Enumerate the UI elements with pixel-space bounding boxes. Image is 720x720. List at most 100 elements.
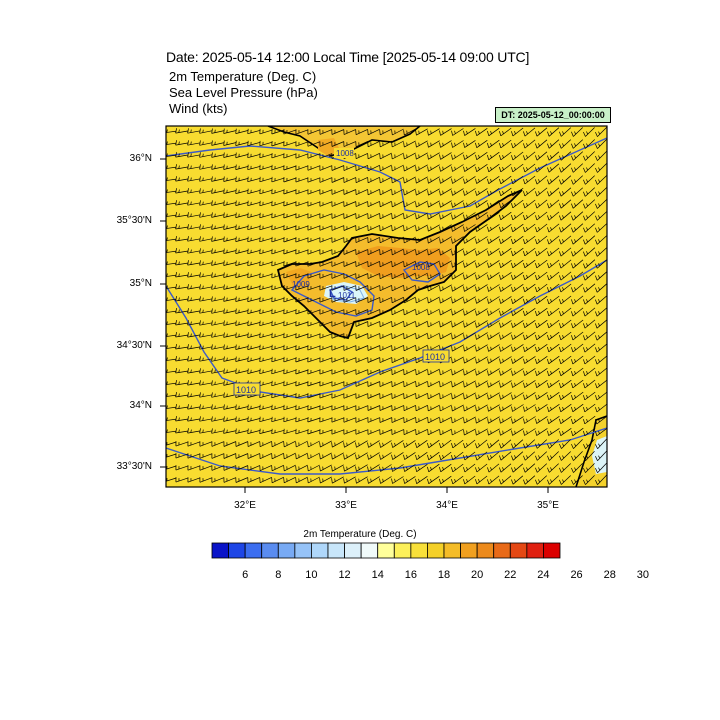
wind-barb <box>343 129 357 135</box>
wind-barb <box>595 343 607 353</box>
wind-barb <box>355 152 369 160</box>
wind-barb <box>271 260 285 267</box>
wind-barb <box>439 200 452 208</box>
wind-barb <box>247 308 261 314</box>
wind-barb <box>187 140 201 146</box>
colorbar-swatch <box>443 542 461 559</box>
wind-barb <box>583 379 596 389</box>
wind-barb <box>475 320 488 328</box>
wind-barb <box>247 128 261 135</box>
wind-barb <box>475 128 488 136</box>
wind-barb <box>595 367 607 377</box>
wind-barb <box>463 320 476 328</box>
colorbar-label: 6 <box>242 569 249 581</box>
wind-barb <box>307 464 320 472</box>
wind-barb <box>223 176 237 182</box>
wind-barb <box>451 332 464 340</box>
wind-barb <box>247 248 261 255</box>
wind-barb <box>535 463 548 473</box>
wind-barb <box>166 129 177 133</box>
wind-barb <box>463 475 476 485</box>
wind-barb <box>199 380 213 386</box>
wind-barb <box>487 368 500 376</box>
wind-barb <box>595 319 607 329</box>
wind-barb <box>199 164 213 170</box>
wind-barb <box>307 213 321 219</box>
wind-barb <box>451 368 464 376</box>
wind-barb <box>451 212 464 220</box>
wind-barb <box>271 332 285 339</box>
wind-barb <box>259 176 273 183</box>
wind-barb <box>295 249 309 255</box>
wind-barb <box>379 296 393 304</box>
wind-barb <box>367 224 381 232</box>
wind-barb <box>259 404 273 411</box>
wind-barb <box>439 260 452 268</box>
wind-barb <box>487 224 500 232</box>
wind-barb <box>175 344 189 350</box>
colorbar-label: 12 <box>338 569 351 581</box>
wind-barb <box>535 392 548 400</box>
wind-barb <box>559 475 571 485</box>
isobar-label: 1010 <box>425 352 445 362</box>
wind-barb <box>451 404 464 412</box>
wind-barb <box>199 188 213 194</box>
variable-pressure-label: Sea Level Pressure (hPa) <box>169 85 318 100</box>
wind-barb <box>511 272 524 280</box>
wind-barb <box>595 427 607 437</box>
wind-barb <box>571 259 584 269</box>
wind-barb <box>571 175 584 185</box>
wind-barb <box>343 393 357 399</box>
wind-barb <box>427 248 440 256</box>
colorbar-swatch <box>244 542 263 559</box>
lat-label: 34°30'N <box>116 340 152 351</box>
wind-barb <box>403 236 416 244</box>
wind-barb <box>319 393 333 399</box>
wind-barb <box>175 272 189 278</box>
wind-barb <box>295 464 308 472</box>
wind-barb <box>307 225 321 231</box>
wind-barb <box>535 151 548 161</box>
wind-barb <box>571 475 583 485</box>
wind-barb <box>475 416 488 424</box>
wind-barb <box>595 259 607 269</box>
wind-barb <box>475 152 488 160</box>
wind-barb <box>367 417 381 423</box>
wind-barb <box>283 129 297 135</box>
wind-barb <box>343 297 357 303</box>
wind-barb <box>271 272 285 279</box>
wind-barb <box>235 404 249 410</box>
wind-barb <box>331 417 345 423</box>
wind-barb <box>451 308 464 316</box>
wind-barb <box>499 272 512 280</box>
wind-barb <box>403 356 417 364</box>
wind-barb <box>523 163 536 173</box>
wind-barb <box>307 321 321 327</box>
wind-barb <box>499 211 512 221</box>
wind-barb <box>343 249 357 255</box>
wind-barb <box>547 319 560 329</box>
wind-barb <box>391 272 405 280</box>
colorbar-label: 28 <box>603 569 616 581</box>
wind-barb <box>571 127 583 137</box>
wind-barb <box>439 140 452 148</box>
wind-barb <box>559 463 571 473</box>
wind-barb <box>427 380 440 388</box>
wind-barb <box>511 284 524 292</box>
wind-barb <box>595 235 607 245</box>
wind-barb <box>187 453 201 459</box>
wind-barb <box>535 211 548 221</box>
wind-barb <box>235 296 249 302</box>
wind-barb <box>283 308 297 315</box>
wind-barb <box>439 212 452 220</box>
wind-barb <box>439 380 452 388</box>
wind-barb <box>247 284 261 290</box>
wind-barb <box>355 213 369 219</box>
wind-barb <box>451 284 464 292</box>
wind-barb <box>403 404 417 412</box>
wind-barb <box>463 152 476 160</box>
wind-barb <box>499 404 512 412</box>
wind-barb <box>307 381 321 387</box>
wind-barb <box>451 224 464 232</box>
